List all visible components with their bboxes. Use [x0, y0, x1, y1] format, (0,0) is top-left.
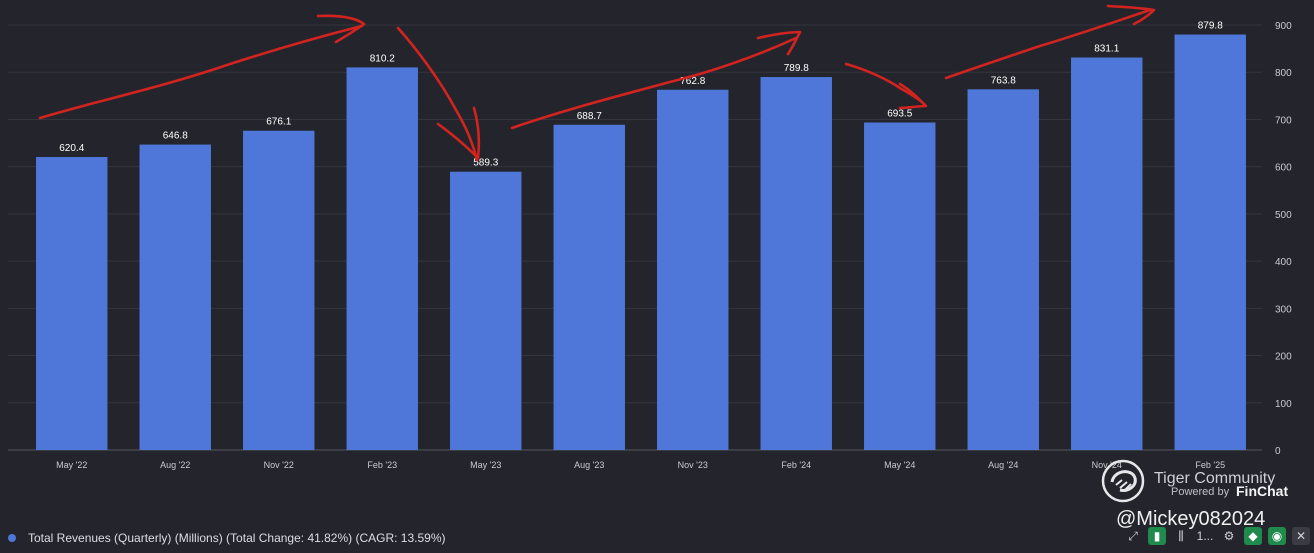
y-tick-label: 500	[1275, 210, 1292, 221]
y-tick-label: 400	[1275, 257, 1292, 268]
legend-dot	[8, 534, 16, 542]
bar	[243, 130, 315, 450]
bar-chart-icon[interactable]: ▮	[1148, 527, 1166, 545]
bar-value-label: 646.8	[163, 131, 188, 142]
author-handle: @Mickey082024	[1116, 508, 1266, 530]
x-tick-label: Aug '24	[988, 460, 1018, 470]
x-tick-label: Nov '22	[264, 460, 294, 470]
y-tick-label: 300	[1275, 304, 1292, 315]
x-axis-labels: May '22 Aug '22 Nov '22 Feb '23 May '23 Aug '…	[56, 460, 1225, 470]
bar-value-label: 879.8	[1198, 21, 1223, 32]
bar-value-label: 589.3	[473, 158, 498, 169]
y-tick-label: 200	[1275, 352, 1292, 363]
tiger-logo-icon	[1101, 459, 1145, 503]
bar	[139, 144, 211, 451]
bar	[346, 67, 418, 451]
bar	[657, 89, 729, 451]
y-tick-label: 100	[1275, 399, 1292, 410]
bar	[760, 77, 832, 451]
red-annotation-stroke	[844, 62, 926, 106]
x-tick-label: Aug '23	[574, 460, 604, 470]
x-tick-label: Feb '25	[1195, 460, 1225, 470]
bar	[553, 124, 625, 451]
bar-value-label: 763.8	[991, 75, 1016, 86]
x-tick-label: Nov '24	[1092, 460, 1122, 470]
x-tick-label: Aug '22	[160, 460, 190, 470]
y-tick-label: 900	[1275, 21, 1292, 32]
more-icon[interactable]: 1...	[1196, 529, 1214, 543]
bar	[450, 171, 522, 450]
zoom-icon[interactable]: ⤢	[1128, 528, 1138, 543]
bar-value-label: 620.4	[59, 143, 84, 154]
bar-value-label: 676.1	[266, 117, 291, 128]
finchat-brand: FinChat	[1236, 483, 1289, 499]
bar	[967, 89, 1039, 451]
tag-icon[interactable]: ◆	[1244, 527, 1262, 545]
red-annotation-stroke	[316, 14, 366, 44]
bar	[1174, 34, 1246, 451]
red-annotation-stroke	[396, 26, 479, 162]
red-annotation-stroke	[510, 36, 798, 130]
bars-icon[interactable]: ⫼	[1178, 528, 1184, 543]
legend[interactable]: Total Revenues (Quarterly) (Millions) (T…	[8, 528, 446, 548]
bar-value-label: 693.5	[887, 109, 912, 120]
red-annotation-stroke	[898, 82, 928, 110]
y-tick-label: 600	[1275, 163, 1292, 174]
y-tick-label: 800	[1275, 68, 1292, 79]
hand-drawn-arrows	[38, 4, 1156, 162]
x-tick-label: May '22	[56, 460, 87, 470]
red-annotation-stroke	[436, 106, 481, 160]
gridlines	[8, 24, 1262, 451]
y-tick-label: 0	[1275, 446, 1281, 457]
x-tick-label: May '24	[884, 460, 915, 470]
legend-label: Total Revenues (Quarterly) (Millions) (T…	[28, 531, 446, 545]
bar-value-label: 810.2	[370, 53, 395, 64]
bar	[36, 157, 108, 451]
bar-value-label: 688.7	[577, 111, 602, 122]
watermark-title: Tiger Community	[1154, 470, 1276, 487]
bar	[1071, 57, 1143, 451]
powered-by-label: Powered by	[1171, 486, 1230, 498]
close-icon[interactable]: ✕	[1292, 527, 1310, 545]
value-labels: 620.4 646.8 676.1 810.2 589.3 688.7 762.8 789.8…	[59, 21, 1223, 169]
bar-value-label: 831.1	[1094, 44, 1119, 55]
red-annotation-stroke	[38, 24, 364, 120]
x-tick-label: Feb '23	[367, 460, 397, 470]
chart-toolbar: ⤢ ▮ ⫼ 1... ⚙ ◆ ◉ ✕	[1124, 527, 1310, 545]
gear-icon[interactable]: ⚙	[1223, 529, 1235, 543]
bar-value-label: 762.8	[680, 76, 705, 87]
x-tick-label: Feb '24	[781, 460, 811, 470]
y-tick-label: 700	[1275, 115, 1292, 126]
red-annotation-stroke	[1106, 4, 1156, 26]
red-annotation-stroke	[756, 30, 802, 56]
bar	[864, 122, 936, 450]
eye-icon[interactable]: ◉	[1268, 527, 1286, 545]
watermark: Tiger Community Powered by FinChat	[1100, 458, 1310, 504]
x-tick-label: Nov '23	[678, 460, 708, 470]
red-annotation-stroke	[944, 8, 1152, 80]
x-tick-label: May '23	[470, 460, 501, 470]
y-axis-labels: 0 100 200 300 400 500 600 700 800 900	[1275, 21, 1292, 457]
bars	[36, 34, 1246, 451]
bar-value-label: 789.8	[784, 63, 809, 74]
